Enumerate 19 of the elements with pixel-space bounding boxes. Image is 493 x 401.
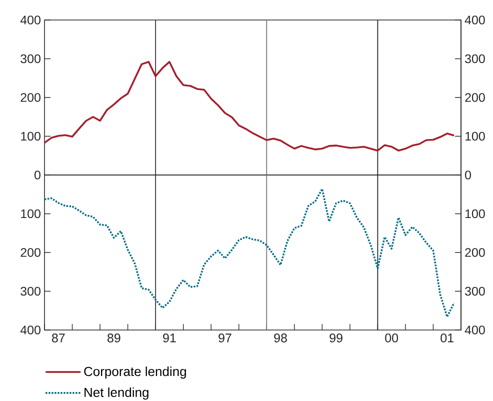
x-tick-label: 89 — [108, 334, 120, 342]
x-tick-label: 00 — [385, 334, 398, 342]
x-tick-label: 01 — [440, 334, 454, 342]
x-tick-label: 87 — [52, 334, 65, 342]
y-tick-label: 100 — [465, 132, 485, 141]
y-tick-label: 300 — [20, 286, 40, 296]
y-tick-label: 400 — [464, 16, 485, 24]
y-tick-label: 300 — [465, 54, 485, 64]
x-tick-label: 99 — [330, 334, 342, 342]
y-tick-label: 200 — [20, 248, 40, 257]
y-tick-label: 100 — [21, 209, 40, 218]
x-tick-label: 98 — [274, 334, 287, 342]
legend-label: Corporate lending — [84, 366, 186, 379]
x-tick-label: 91 — [163, 334, 176, 342]
y-tick-label: 0 — [465, 170, 471, 180]
y-tick-label: 200 — [465, 93, 485, 102]
legend-label: Net lending — [84, 387, 148, 400]
x-tick-label: 97 — [218, 334, 232, 342]
y-tick-label: 400 — [20, 326, 40, 334]
